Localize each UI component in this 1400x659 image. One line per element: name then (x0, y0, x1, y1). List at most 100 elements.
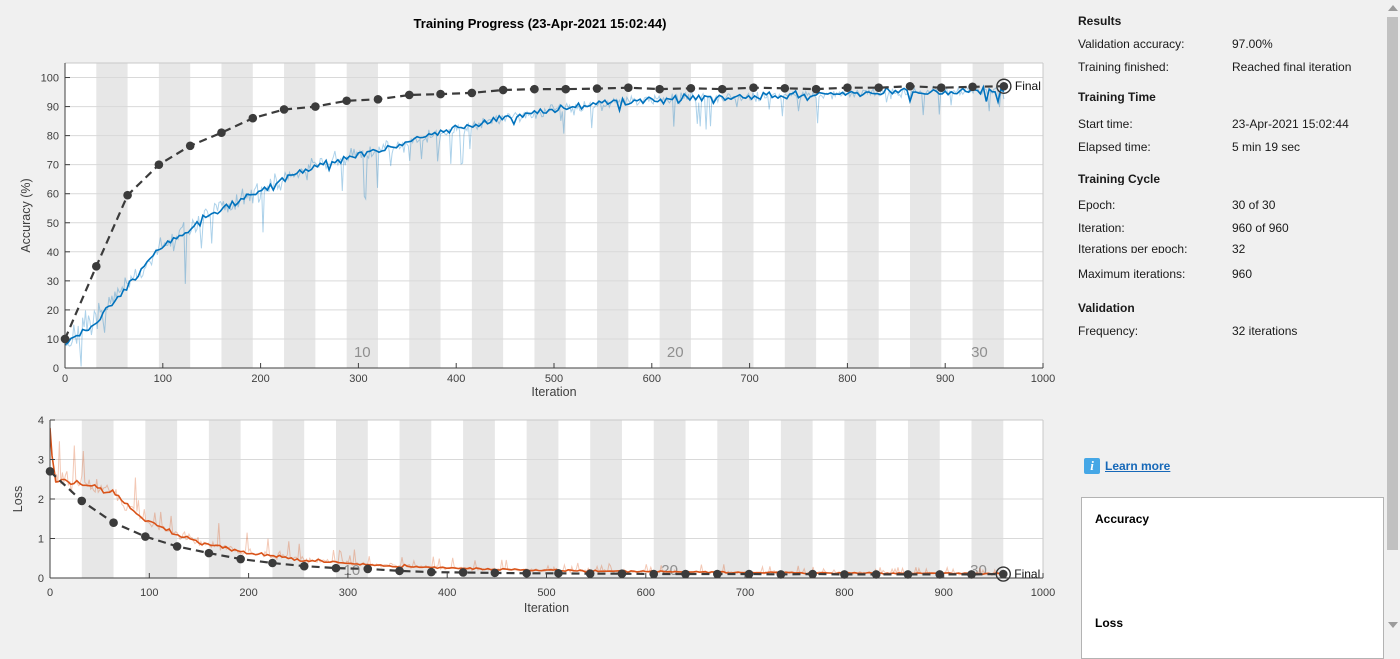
epoch-label: 20 (667, 344, 684, 361)
info-icon: i (1084, 458, 1100, 474)
final-marker-ring (995, 566, 1011, 582)
validation-marker (530, 84, 539, 94)
svg-text:0: 0 (38, 573, 44, 585)
validation-marker (109, 518, 118, 527)
learn-more[interactable]: i Learn more (1084, 458, 1170, 474)
validation-marker (154, 160, 164, 169)
validation-marker (935, 570, 945, 579)
svg-text:1: 1 (38, 534, 44, 546)
svg-text:500: 500 (537, 587, 555, 599)
validation-marker (871, 570, 881, 579)
svg-text:20: 20 (47, 305, 59, 317)
training-accuracy-line (65, 84, 1005, 346)
epoch-label: 30 (971, 344, 988, 361)
validation-marker (185, 141, 195, 151)
validation-marker (585, 569, 595, 578)
validation-marker (749, 83, 758, 92)
row-validation-accuracy: Validation accuracy: 97.00% (1078, 37, 1273, 51)
validation-marker (279, 105, 289, 114)
validation-marker (624, 83, 633, 92)
svg-text:0: 0 (62, 373, 68, 385)
svg-text:10: 10 (47, 334, 59, 346)
validation-marker (458, 568, 468, 577)
validation-marker (617, 569, 627, 578)
validation-marker (592, 84, 602, 93)
legend-accuracy-heading: Accuracy (1095, 512, 1150, 526)
validation-marker (936, 83, 946, 92)
svg-text:0: 0 (53, 363, 59, 375)
svg-text:300: 300 (349, 373, 367, 385)
scrollbar-thumb[interactable] (1387, 17, 1398, 550)
validation-marker (717, 84, 727, 94)
validation-marker (744, 569, 754, 579)
row-epoch: Epoch: 30 of 30 (1078, 198, 1276, 212)
validation-marker (681, 569, 690, 579)
validation-marker (968, 82, 977, 92)
svg-text:70: 70 (47, 160, 59, 172)
training-progress-window: Training Progress (23-Apr-2021 15:02:44)… (11, 0, 1400, 659)
loss-xlabel: Iteration (524, 601, 569, 615)
validation-marker (776, 570, 786, 579)
validation-marker (490, 568, 500, 578)
validation-marker (903, 570, 913, 579)
validation-marker (331, 563, 341, 573)
validation-marker (905, 81, 915, 91)
validation-marker (780, 83, 790, 93)
validation-marker (649, 569, 659, 579)
validation-marker (712, 569, 722, 579)
accuracy-xlabel: Iteration (531, 385, 576, 399)
svg-text:200: 200 (239, 587, 257, 599)
loss-ylabel: Loss (11, 486, 25, 512)
final-label: Final (1014, 567, 1040, 581)
validation-marker (248, 113, 258, 123)
svg-text:90: 90 (47, 102, 59, 114)
svg-text:100: 100 (41, 73, 59, 85)
validation-marker (498, 85, 508, 95)
svg-text:700: 700 (740, 373, 758, 385)
validation-marker (91, 262, 101, 271)
validation-marker (554, 568, 563, 578)
validation-marker (808, 569, 817, 579)
section-heading-results: Results (1078, 14, 1122, 28)
svg-text:30: 30 (47, 276, 59, 288)
scroll-up-icon[interactable] (1388, 5, 1398, 11)
row-maximum-iterations: Maximum iterations: 960 (1078, 267, 1253, 281)
svg-text:600: 600 (643, 373, 661, 385)
accuracy-ylabel: Accuracy (%) (19, 178, 33, 252)
validation-marker (172, 542, 182, 551)
validation-marker (236, 554, 245, 564)
svg-text:900: 900 (936, 373, 954, 385)
learn-more-link[interactable]: Learn more (1105, 459, 1171, 473)
validation-marker (141, 532, 150, 541)
svg-text:300: 300 (339, 587, 357, 599)
svg-text:60: 60 (47, 189, 59, 201)
validation-marker (427, 567, 436, 577)
validation-marker (404, 90, 414, 100)
svg-text:700: 700 (736, 587, 754, 599)
svg-text:4: 4 (38, 415, 44, 427)
validation-marker (522, 568, 531, 578)
validation-marker (299, 561, 309, 571)
validation-marker (655, 84, 664, 94)
row-start-time: Start time: 23-Apr-2021 15:02:44 (1078, 117, 1349, 131)
final-marker-ring (996, 78, 1012, 94)
svg-text:40: 40 (47, 247, 59, 259)
validation-marker (268, 558, 277, 568)
validation-marker (999, 81, 1009, 91)
legend-loss-heading: Loss (1095, 616, 1124, 630)
validation-marker (342, 96, 351, 106)
svg-text:1000: 1000 (1031, 587, 1055, 599)
validation-marker (561, 84, 571, 94)
svg-text:800: 800 (835, 587, 853, 599)
panel-scrollbar[interactable] (1385, 0, 1400, 637)
svg-text:1000: 1000 (1031, 373, 1055, 385)
svg-text:800: 800 (838, 373, 856, 385)
scroll-down-icon[interactable] (1388, 622, 1398, 628)
validation-marker (217, 128, 226, 138)
legend-panel: Accuracy Loss (1081, 497, 1384, 659)
svg-text:500: 500 (545, 373, 563, 385)
epoch-label: 10 (354, 344, 371, 361)
validation-marker (874, 83, 883, 92)
validation-marker (686, 83, 696, 93)
